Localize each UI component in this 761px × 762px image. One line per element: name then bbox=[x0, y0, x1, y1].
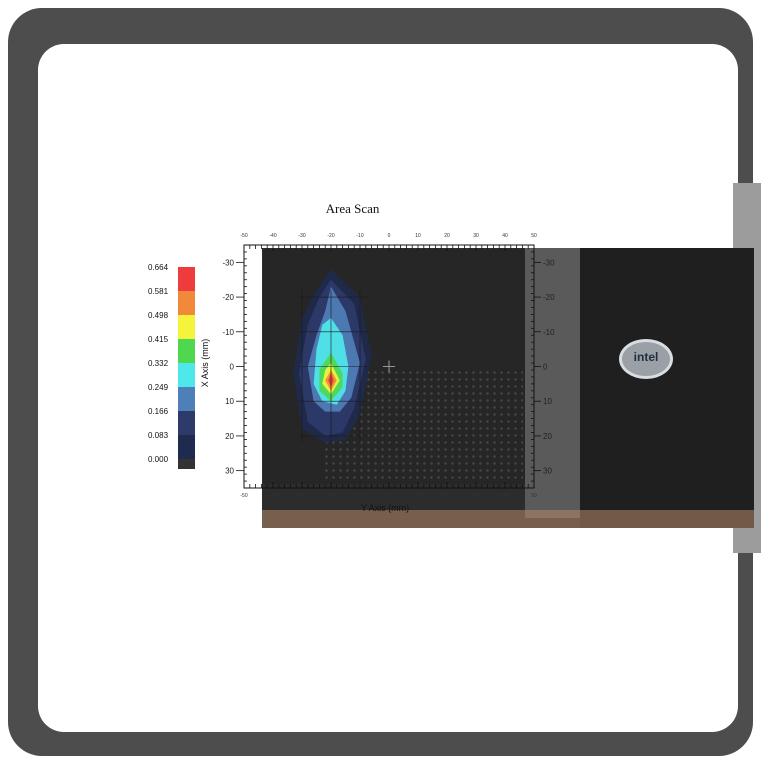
x-tick-label-top: 30 bbox=[473, 233, 479, 239]
legend-swatch bbox=[178, 339, 195, 363]
x-tick-label-top: -50 bbox=[240, 233, 247, 239]
x-tick-label-top: -20 bbox=[327, 233, 334, 239]
legend-label: 0.415 bbox=[148, 335, 169, 344]
x-tick-label-bottom: -10 bbox=[356, 493, 363, 499]
legend-swatch bbox=[178, 387, 195, 411]
y-tick-label-right: 30 bbox=[543, 467, 552, 476]
x-tick-label-top: -40 bbox=[269, 233, 276, 239]
y-tick-label-left: -10 bbox=[222, 328, 234, 337]
legend-label: 0.581 bbox=[148, 287, 169, 296]
x-tick-label-top: 50 bbox=[531, 233, 537, 239]
y-tick-label-left: 10 bbox=[225, 397, 234, 406]
legend-label: 0.332 bbox=[148, 359, 169, 368]
y-tick-label-left: -30 bbox=[222, 258, 234, 267]
legend-label: 0.249 bbox=[148, 383, 169, 392]
x-axis-label: Y Axis (mm) bbox=[360, 503, 410, 513]
x-tick-label-bottom: -50 bbox=[240, 493, 247, 499]
x-tick-label-bottom: -30 bbox=[298, 493, 305, 499]
legend-label: 0.664 bbox=[148, 263, 169, 272]
x-tick-label-bottom: 40 bbox=[502, 493, 508, 499]
legend-swatch bbox=[178, 411, 195, 435]
y-tick-label-left: 20 bbox=[225, 432, 234, 441]
legend-swatch bbox=[178, 315, 195, 339]
x-tick-label-bottom: 0 bbox=[388, 493, 391, 499]
chip-logo-icon: intel bbox=[619, 339, 673, 379]
x-tick-label-bottom: -20 bbox=[327, 493, 334, 499]
y-tick-label-left: 30 bbox=[225, 467, 234, 476]
legend-swatch-base bbox=[178, 459, 195, 469]
y-tick-label-left: -20 bbox=[222, 293, 234, 302]
x-tick-label-top: 40 bbox=[502, 233, 508, 239]
legend-label: 0.083 bbox=[148, 431, 169, 440]
y-tick-label-right: -20 bbox=[543, 293, 555, 302]
x-tick-label-top: 0 bbox=[388, 233, 391, 239]
x-tick-label-top: -30 bbox=[298, 233, 305, 239]
y-tick-label-left: 0 bbox=[230, 363, 235, 372]
photo-bottom-strip bbox=[262, 510, 754, 528]
y-tick-label-right: 0 bbox=[543, 363, 548, 372]
legend-label: 0.000 bbox=[148, 455, 169, 464]
y-tick-label-right: 10 bbox=[543, 397, 552, 406]
x-tick-label-top: -10 bbox=[356, 233, 363, 239]
y-tick-label-right: 20 bbox=[543, 432, 552, 441]
legend-swatch bbox=[178, 435, 195, 459]
x-tick-label-bottom: 20 bbox=[444, 493, 450, 499]
legend-label: 0.166 bbox=[148, 407, 169, 416]
x-tick-label-bottom: 50 bbox=[531, 493, 537, 499]
legend-swatch bbox=[178, 363, 195, 387]
x-tick-label-top: 20 bbox=[444, 233, 450, 239]
legend-label: 0.498 bbox=[148, 311, 169, 320]
x-tick-label-bottom: 10 bbox=[415, 493, 421, 499]
legend-swatch bbox=[178, 291, 195, 315]
photo-right-panel bbox=[580, 248, 754, 528]
chart-title: Area Scan bbox=[325, 201, 380, 216]
x-tick-label-bottom: -40 bbox=[269, 493, 276, 499]
y-tick-label-right: -10 bbox=[543, 328, 555, 337]
y-tick-label-right: -30 bbox=[543, 258, 555, 267]
x-tick-label-top: 10 bbox=[415, 233, 421, 239]
x-tick-label-bottom: 30 bbox=[473, 493, 479, 499]
legend-swatch bbox=[178, 267, 195, 291]
